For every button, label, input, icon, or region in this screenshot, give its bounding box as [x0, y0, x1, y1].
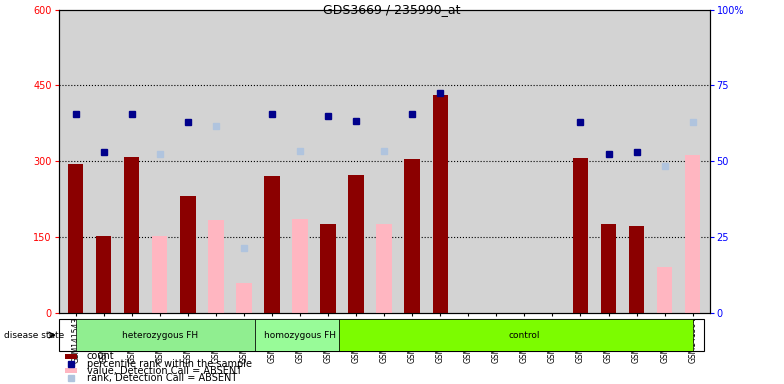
Text: control: control	[509, 331, 540, 339]
Text: rank, Detection Call = ABSENT: rank, Detection Call = ABSENT	[87, 374, 237, 384]
Bar	[601, 225, 616, 313]
Bar	[321, 225, 336, 313]
Bar	[65, 354, 77, 359]
Bar	[433, 94, 448, 313]
Bar	[152, 236, 168, 313]
Text: disease state: disease state	[4, 331, 64, 339]
Bar	[348, 175, 364, 313]
Text: count: count	[87, 351, 114, 361]
Bar	[292, 219, 308, 313]
Text: heterozygous FH: heterozygous FH	[122, 331, 198, 339]
Bar	[629, 226, 644, 313]
Bar	[255, 319, 339, 351]
Bar	[264, 177, 280, 313]
Bar	[657, 267, 673, 313]
Bar	[376, 225, 392, 313]
Text: percentile rank within the sample: percentile rank within the sample	[87, 359, 252, 369]
Bar	[180, 196, 195, 313]
Bar	[68, 164, 83, 313]
Text: value, Detection Call = ABSENT: value, Detection Call = ABSENT	[87, 366, 242, 376]
Bar	[685, 155, 700, 313]
Bar	[339, 319, 693, 351]
Bar	[573, 158, 588, 313]
Text: GDS3669 / 235990_at: GDS3669 / 235990_at	[323, 3, 461, 16]
Bar	[124, 157, 140, 313]
Bar	[96, 236, 111, 313]
Bar	[65, 368, 77, 373]
Text: homozygous FH: homozygous FH	[264, 331, 336, 339]
Bar	[209, 220, 223, 313]
Bar	[236, 283, 252, 313]
Bar	[405, 159, 420, 313]
Bar	[75, 319, 255, 351]
